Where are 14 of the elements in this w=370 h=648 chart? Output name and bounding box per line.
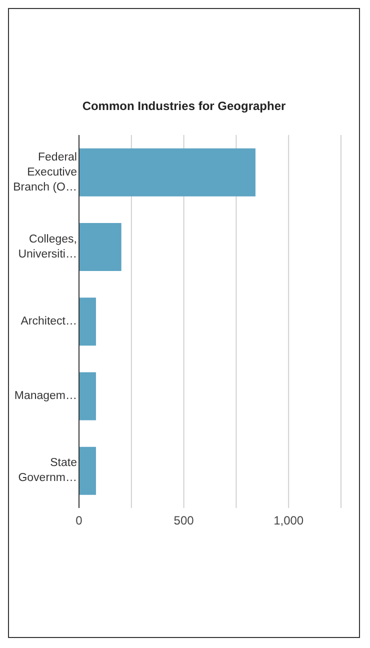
chart-title: Common Industries for Geographer bbox=[81, 99, 287, 113]
bar bbox=[79, 446, 96, 495]
y-tick-label: Colleges, Universiti… bbox=[18, 233, 77, 260]
y-tick-label: Federal Executive Branch (O… bbox=[13, 151, 77, 194]
bar bbox=[79, 372, 96, 420]
bar bbox=[79, 223, 122, 272]
x-tick-label: 0 bbox=[76, 514, 83, 528]
y-tick-label: Managem… bbox=[14, 390, 77, 402]
x-tick-label: 500 bbox=[174, 514, 194, 528]
y-tick-label: Architect… bbox=[20, 316, 77, 328]
x-tick-label: 1,000 bbox=[274, 514, 304, 528]
bar bbox=[79, 148, 256, 196]
bar bbox=[79, 298, 96, 346]
y-tick-label: State Governm… bbox=[18, 457, 77, 484]
